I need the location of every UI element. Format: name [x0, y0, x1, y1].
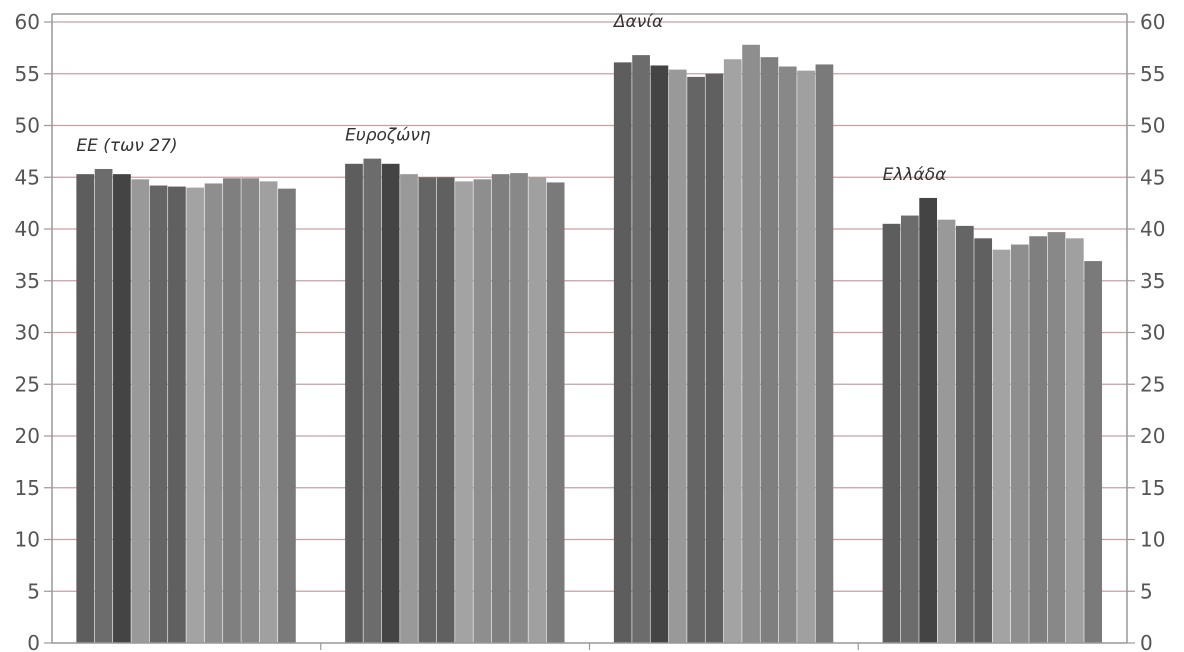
right-y-tick-label: 45 [1140, 165, 1165, 189]
bar [613, 62, 632, 644]
right-y-tick-label: 60 [1140, 10, 1165, 34]
bar [113, 174, 131, 643]
left-y-tick-label: 0 [27, 631, 40, 652]
bar [510, 173, 528, 644]
left-y-tick-label: 30 [15, 321, 40, 345]
bar [705, 73, 724, 643]
right-y-tick-label: 30 [1140, 321, 1165, 345]
right-y-tick-label: 40 [1140, 217, 1165, 241]
bar [992, 249, 1011, 643]
bar [436, 177, 455, 643]
right-y-tick-label: 25 [1140, 372, 1165, 396]
bars [76, 44, 1103, 644]
right-y-tick-label: 0 [1140, 631, 1153, 652]
left-y-tick-label: 20 [15, 424, 40, 448]
bar [650, 65, 669, 644]
bar [760, 57, 779, 643]
bar [723, 59, 742, 643]
bar [882, 223, 901, 643]
right-y-tick-label: 50 [1140, 114, 1165, 138]
bar [381, 163, 400, 644]
bar [223, 178, 241, 643]
bar [131, 179, 150, 643]
right-y-tick-label: 15 [1140, 476, 1165, 500]
bar [900, 215, 919, 644]
group-label: ΕΕ (των 27) [76, 136, 177, 156]
left-y-tick-label: 5 [27, 579, 40, 603]
bar [204, 183, 223, 643]
bar [278, 188, 296, 643]
bar [186, 187, 205, 643]
left-y-tick-label: 50 [15, 114, 40, 138]
bar [363, 158, 382, 643]
right-y-tick-label: 35 [1140, 269, 1165, 293]
bar [400, 174, 418, 643]
bar [259, 181, 278, 643]
bar [955, 225, 974, 643]
left-y-tick-label: 60 [15, 10, 40, 34]
bar [687, 76, 705, 644]
bar [149, 185, 168, 643]
bar [528, 177, 547, 643]
left-y-tick-label: 35 [15, 269, 40, 293]
bar [668, 69, 687, 644]
right-y-tick-label: 55 [1140, 62, 1165, 86]
left-y-tick-label: 15 [15, 476, 40, 500]
left-y-tick-label: 10 [15, 528, 40, 552]
bar [455, 181, 473, 643]
bar [815, 64, 834, 643]
bar [937, 219, 956, 643]
bar [1084, 261, 1103, 643]
bar [241, 178, 260, 643]
bar [919, 197, 938, 643]
group-label: Δανία [612, 12, 663, 32]
group-label: Ευροζώνη [345, 126, 431, 146]
bar [418, 177, 437, 643]
group-label: Ελλάδα [883, 165, 947, 185]
bar [797, 70, 815, 643]
bar [1047, 232, 1066, 644]
bar [1010, 244, 1029, 643]
bar [974, 238, 993, 643]
left-y-tick-label: 40 [15, 217, 40, 241]
bar [742, 44, 760, 643]
bar [76, 174, 95, 643]
bar [473, 179, 492, 643]
bar [168, 186, 186, 643]
bar [632, 55, 650, 644]
bar [778, 66, 797, 643]
bar [491, 174, 510, 643]
right-y-axis-ticks: 0 5 10 15 20 25 30 35 40 45 50 55 60 [1127, 10, 1165, 652]
group-labels: ΕΕ (των 27) Ευροζώνη Δανία Ελλάδα [76, 12, 946, 185]
bar [345, 163, 363, 644]
bar [94, 168, 113, 643]
right-y-tick-label: 20 [1140, 424, 1165, 448]
right-y-tick-label: 5 [1140, 579, 1153, 603]
left-y-tick-label: 45 [15, 165, 40, 189]
left-y-axis-ticks: 0 5 10 15 20 25 30 35 40 45 50 55 60 [15, 10, 52, 652]
bar [546, 182, 565, 644]
bar [1029, 236, 1048, 643]
left-y-tick-label: 55 [15, 62, 40, 86]
axes [51, 13, 1128, 650]
left-y-tick-label: 25 [15, 372, 40, 396]
right-y-tick-label: 10 [1140, 528, 1165, 552]
bar [1065, 238, 1084, 643]
